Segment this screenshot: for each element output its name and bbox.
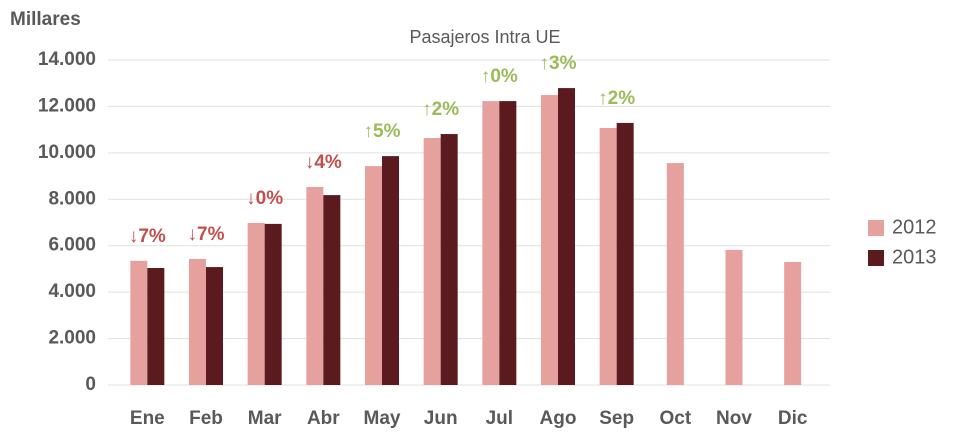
x-tick-label: Sep <box>599 408 634 429</box>
bar <box>558 88 575 385</box>
x-tick-label: Oct <box>659 408 691 429</box>
x-tick-label: Ago <box>540 408 577 429</box>
bar <box>725 249 743 385</box>
bar <box>616 122 634 386</box>
x-tick-label: Jul <box>486 408 513 429</box>
bar <box>306 186 324 385</box>
bar <box>440 134 458 385</box>
change-label: ↑2% <box>598 88 635 109</box>
change-label: ↓0% <box>246 188 283 209</box>
bar <box>130 260 148 385</box>
bar <box>599 128 617 385</box>
change-label: ↓4% <box>305 152 342 173</box>
x-tick-label: Mar <box>248 408 282 429</box>
bar <box>499 101 517 385</box>
y-tick-label: 4.000 <box>48 281 96 302</box>
chart-title: Pasajeros Intra UE <box>409 27 560 47</box>
y-tick-label: 8.000 <box>48 188 96 209</box>
y-tick-label: 12.000 <box>38 95 96 116</box>
bar <box>423 138 441 385</box>
bar <box>247 222 265 385</box>
legend-label: 2012 <box>892 216 937 238</box>
change-label: ↑5% <box>364 121 401 142</box>
legend-swatch <box>868 250 884 266</box>
y-axis-label: Millares <box>10 9 81 30</box>
legend-swatch <box>868 220 884 236</box>
bar <box>264 223 282 385</box>
x-tick-label: Jun <box>424 408 458 429</box>
bar <box>482 101 500 385</box>
change-label: ↑3% <box>540 53 577 74</box>
x-tick-label: Nov <box>716 408 752 429</box>
x-tick-label: Feb <box>189 408 223 429</box>
x-tick-label: Ene <box>130 408 165 429</box>
bar <box>323 195 341 385</box>
bar <box>784 261 802 385</box>
bar <box>541 95 558 385</box>
y-tick-label: 6.000 <box>48 235 96 256</box>
y-tick-label: 14.000 <box>38 49 96 70</box>
change-label: ↑2% <box>422 99 459 120</box>
x-tick-label: Dic <box>778 408 808 429</box>
x-tick-label: Abr <box>307 408 340 429</box>
x-tick-label: May <box>364 408 401 429</box>
y-tick-label: 0 <box>85 374 96 395</box>
bar <box>147 268 165 385</box>
bar <box>206 267 223 385</box>
bar <box>189 258 206 385</box>
change-label: ↓7% <box>129 226 166 247</box>
bar <box>666 163 684 385</box>
change-label: ↑0% <box>481 66 518 87</box>
bar <box>382 156 399 385</box>
change-label: ↓7% <box>188 224 225 245</box>
legend-label: 2013 <box>892 246 937 268</box>
bar <box>365 166 382 385</box>
y-tick-label: 10.000 <box>38 142 96 163</box>
y-tick-label: 2.000 <box>48 328 96 349</box>
